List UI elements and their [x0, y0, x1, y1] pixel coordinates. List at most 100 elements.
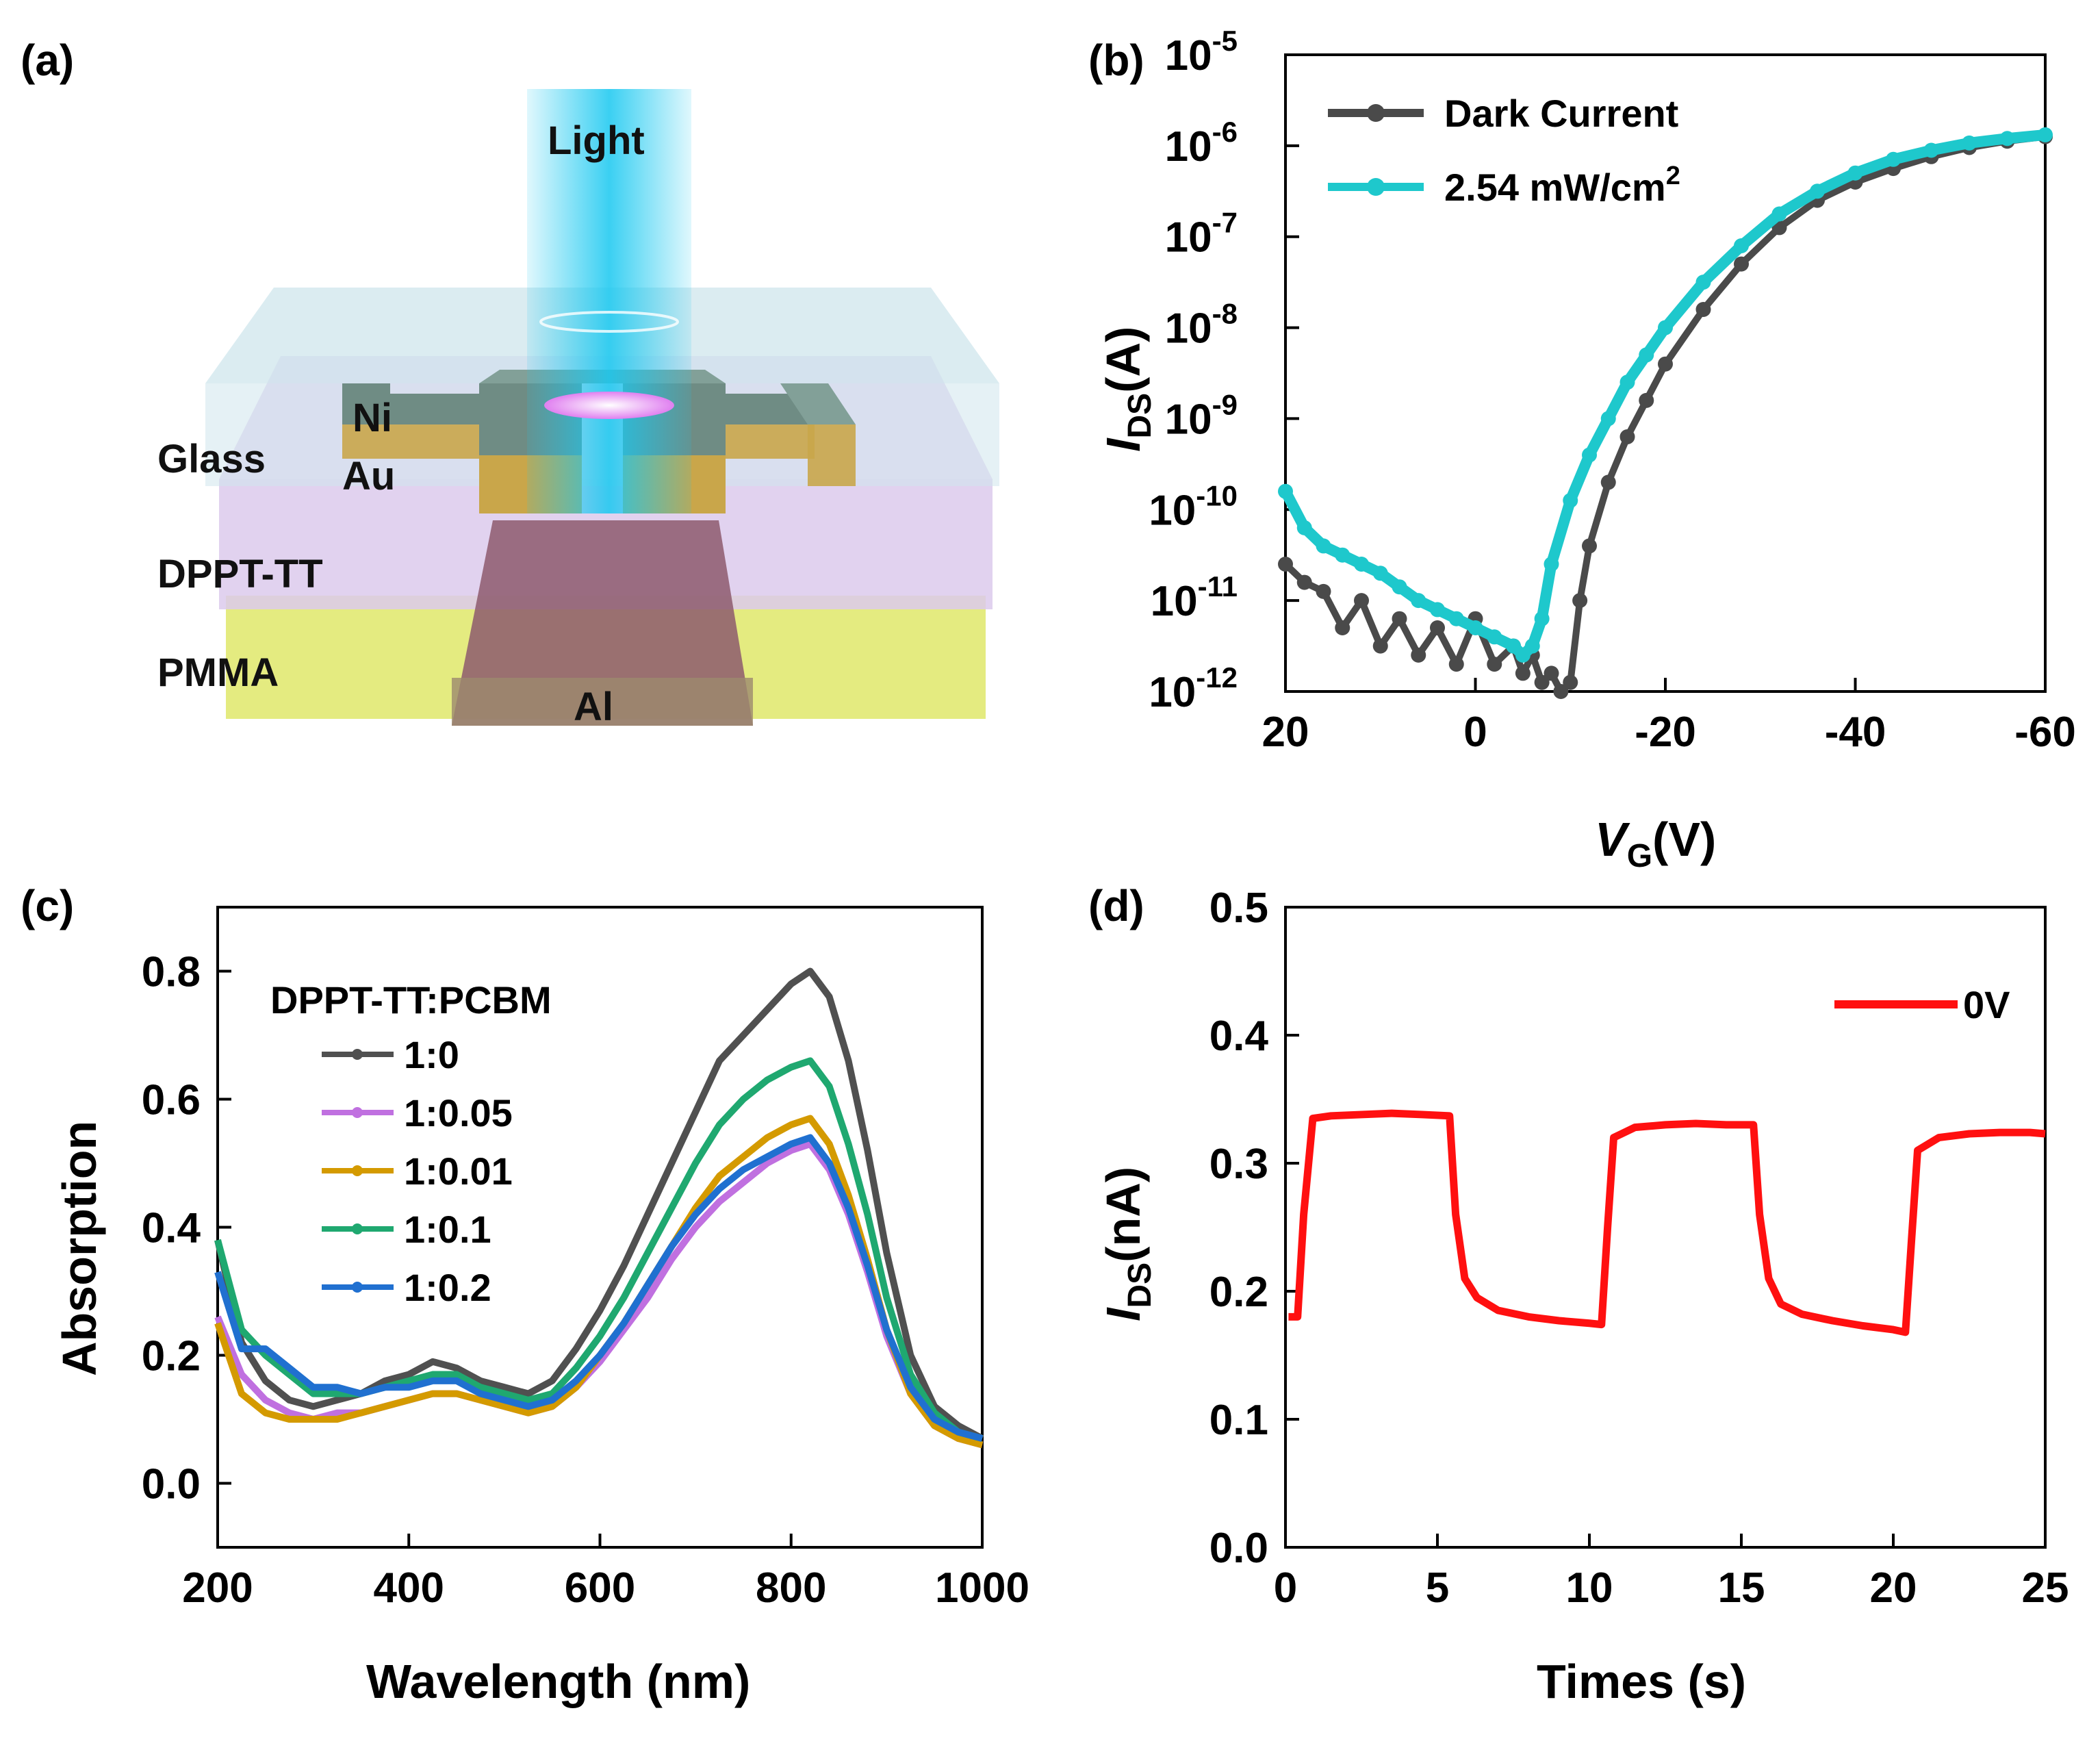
b-xtick-label: 0 — [1463, 709, 1487, 756]
c-legend-marker — [352, 1223, 363, 1234]
b-ytick-label: 10-11 — [1151, 570, 1238, 625]
chart-c-legend: 1:0 1:0.05 1:0.01 1:0.1 1:0.2 — [322, 1033, 513, 1309]
legend-label-dark: Dark Current — [1444, 92, 1678, 135]
au-label: Au — [342, 454, 395, 498]
chart-c-ylabel: Absorption — [53, 1121, 106, 1376]
b-point — [1962, 135, 1977, 151]
b-point — [1430, 620, 1445, 635]
c-ytick-label: 0.0 — [142, 1461, 201, 1508]
light-spot — [544, 392, 674, 419]
b-ytick-label: 10-6 — [1165, 116, 1238, 170]
b-point — [1544, 557, 1559, 572]
b-point — [1354, 593, 1369, 609]
b-point — [1658, 320, 1673, 335]
b-point — [1999, 131, 2015, 147]
b-point — [1372, 566, 1388, 581]
legend-marker-dark — [1367, 104, 1385, 122]
b-point — [1886, 151, 1901, 167]
c-legend-label: 1:0.05 — [404, 1091, 513, 1134]
b-point — [1544, 665, 1559, 681]
b-point — [1600, 474, 1616, 490]
d-ytick-label: 0.5 — [1209, 885, 1268, 932]
d-ytick-label: 0.1 — [1209, 1397, 1268, 1444]
b-point — [1734, 238, 1749, 253]
b-point — [1695, 275, 1711, 290]
chart-c-legend-title: DPPT-TT:PCBM — [270, 978, 552, 1021]
c-xtick-label: 1000 — [935, 1564, 1029, 1612]
panel-label-d: (d) — [1088, 881, 1144, 930]
transfer-curve-chart: 20 0 -20 -40 -60 10-12 10-11 10-10 10-9 10-8 10-7 1… — [1097, 25, 2076, 874]
b-xtick-label: -60 — [2014, 709, 2076, 756]
b-point — [1487, 629, 1502, 645]
c-ytick-label: 0.4 — [142, 1205, 201, 1252]
b-point — [1506, 638, 1521, 654]
light-label: Light — [548, 118, 645, 163]
chart-d-legend: 0V — [1834, 983, 2010, 1026]
b-point — [1582, 447, 1597, 463]
d-xtick-label: 20 — [1870, 1564, 1917, 1612]
b-point — [1534, 674, 1550, 690]
d-ytick-label: 0.3 — [1209, 1141, 1268, 1188]
d-xtick-label: 25 — [2022, 1564, 2069, 1612]
b-point — [1639, 347, 1654, 363]
d-ytick-label: 0.0 — [1209, 1525, 1268, 1572]
chart-d-ylabel: IDS(nA) — [1097, 1167, 1158, 1321]
b-point — [1923, 142, 1939, 158]
photo-response-chart: 0 5 10 15 20 25 0.0 0.1 0.2 0.3 0.4 0.5 0V Times (s… — [1097, 885, 2069, 1708]
light-beam — [527, 89, 691, 513]
b-ytick-label: 10-7 — [1165, 207, 1238, 262]
c-ytick-label: 0.8 — [142, 949, 201, 996]
b-ytick-label: 10-5 — [1165, 25, 1238, 79]
d-ytick-label: 0.2 — [1209, 1269, 1268, 1316]
b-point — [1600, 411, 1616, 427]
c-ytick-label: 0.2 — [142, 1333, 201, 1380]
b-point — [1695, 302, 1711, 317]
ni-arm-left — [383, 394, 479, 424]
d-series-line — [1288, 1109, 2046, 1336]
b-point — [1392, 611, 1407, 626]
d-xtick-label: 10 — [1566, 1564, 1613, 1612]
chart-c-xlabel: Wavelength (nm) — [366, 1655, 750, 1708]
c-legend-marker — [352, 1049, 363, 1060]
c-legend-marker — [352, 1107, 363, 1118]
b-point — [1524, 638, 1540, 654]
device-schematic: Light Glass Ni Au DPPT-TT PMMA Al — [157, 89, 999, 729]
c-ytick-label: 0.6 — [142, 1077, 201, 1124]
panel-label-a: (a) — [21, 36, 74, 85]
b-point — [1534, 611, 1550, 626]
c-legend-label: 1:0.01 — [404, 1150, 513, 1193]
b-point — [1411, 647, 1426, 663]
chart-d-xlabel: Times (s) — [1537, 1655, 1746, 1708]
b-ytick-label: 10-8 — [1165, 298, 1238, 353]
c-legend-label: 1:0.2 — [404, 1266, 491, 1309]
absorption-chart: 200 400 600 800 1000 0.0 0.2 0.4 0.6 0.8 DPPT-TT:… — [53, 906, 1029, 1708]
ni-pad-left — [342, 383, 390, 424]
b-xtick-label: -40 — [1825, 709, 1886, 756]
b-point — [1515, 647, 1531, 663]
b-point — [1335, 620, 1350, 635]
b-point — [1278, 483, 1293, 499]
b-point — [1316, 583, 1331, 599]
b-point — [1487, 657, 1502, 672]
panel-label-c: (c) — [21, 881, 74, 930]
c-legend-label: 1:0 — [404, 1033, 459, 1076]
b-ytick-label: 10-12 — [1149, 661, 1238, 716]
b-point — [1372, 638, 1388, 654]
b-point — [1582, 538, 1597, 554]
gate-electrode-al — [452, 520, 753, 726]
b-point — [1847, 165, 1863, 181]
b-point — [1515, 665, 1531, 681]
b-point — [1771, 206, 1787, 222]
c-legend-marker — [352, 1165, 363, 1176]
d-xtick-label: 5 — [1426, 1564, 1449, 1612]
gate-electrode-al-front — [452, 678, 753, 726]
b-xtick-label: 20 — [1262, 709, 1309, 756]
b-point — [1354, 557, 1369, 572]
c-xtick-label: 400 — [374, 1564, 444, 1612]
b-point — [1296, 520, 1312, 535]
b-point — [1563, 493, 1578, 508]
b-point — [1335, 547, 1350, 563]
c-xtick-label: 200 — [182, 1564, 253, 1612]
d-ytick-label: 0.4 — [1209, 1013, 1269, 1060]
